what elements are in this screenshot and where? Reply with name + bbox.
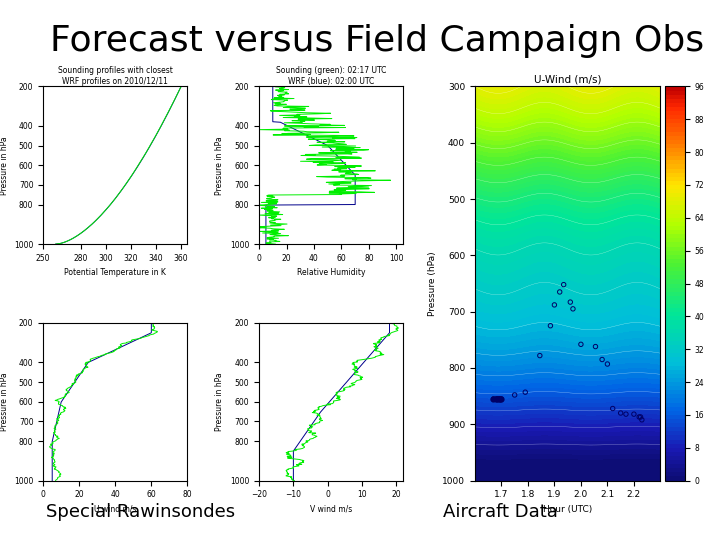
X-axis label: V wind m/s: V wind m/s	[310, 505, 352, 514]
Point	[544, 321, 556, 330]
Y-axis label: Pressure in hPa: Pressure in hPa	[215, 373, 225, 431]
Point	[615, 409, 626, 417]
Point	[607, 404, 618, 413]
X-axis label: Relative Humidity: Relative Humidity	[297, 268, 365, 278]
Point	[635, 413, 647, 421]
Point	[564, 298, 576, 306]
Point	[495, 395, 507, 403]
Point	[620, 410, 631, 418]
Point	[493, 395, 505, 403]
Title: Sounding (green): 02:17 UTC
WRF (blue): 02:00 UTC: Sounding (green): 02:17 UTC WRF (blue): …	[276, 66, 387, 86]
Point	[634, 413, 645, 421]
Point	[495, 395, 506, 403]
Point	[636, 415, 647, 424]
Point	[520, 388, 531, 396]
Point	[487, 395, 499, 403]
Point	[487, 395, 499, 403]
Y-axis label: Pressure (hPa): Pressure (hPa)	[428, 251, 436, 316]
Point	[575, 340, 587, 349]
Point	[628, 410, 639, 418]
Point	[495, 395, 507, 403]
Point	[490, 395, 502, 403]
Point	[590, 342, 601, 351]
Text: Aircraft Data: Aircraft Data	[443, 503, 558, 521]
Point	[596, 355, 608, 364]
Point	[554, 288, 565, 296]
X-axis label: Hour (UTC): Hour (UTC)	[543, 505, 593, 514]
Title: Sounding profiles with closest
WRF profiles on 2010/12/11: Sounding profiles with closest WRF profi…	[58, 66, 173, 86]
Text: Forecast versus Field Campaign Obs: Forecast versus Field Campaign Obs	[50, 24, 705, 58]
Y-axis label: Pressure in hPa: Pressure in hPa	[0, 373, 9, 431]
Point	[602, 360, 613, 368]
Point	[490, 395, 502, 403]
Point	[492, 395, 503, 403]
Point	[495, 395, 506, 403]
X-axis label: Potential Temperature in K: Potential Temperature in K	[64, 268, 166, 278]
Point	[558, 280, 570, 289]
Text: Special Rawinsondes: Special Rawinsondes	[46, 503, 235, 521]
Y-axis label: Pressure in hPa: Pressure in hPa	[0, 136, 9, 194]
Point	[534, 351, 546, 360]
Y-axis label: Pressure in hPa: Pressure in hPa	[215, 136, 225, 194]
Title: U-Wind (m/s): U-Wind (m/s)	[534, 74, 601, 84]
Point	[492, 395, 503, 403]
X-axis label: U wind m/s: U wind m/s	[94, 505, 137, 514]
Point	[549, 301, 560, 309]
Point	[509, 390, 521, 399]
Point	[567, 305, 579, 313]
Point	[493, 395, 505, 403]
